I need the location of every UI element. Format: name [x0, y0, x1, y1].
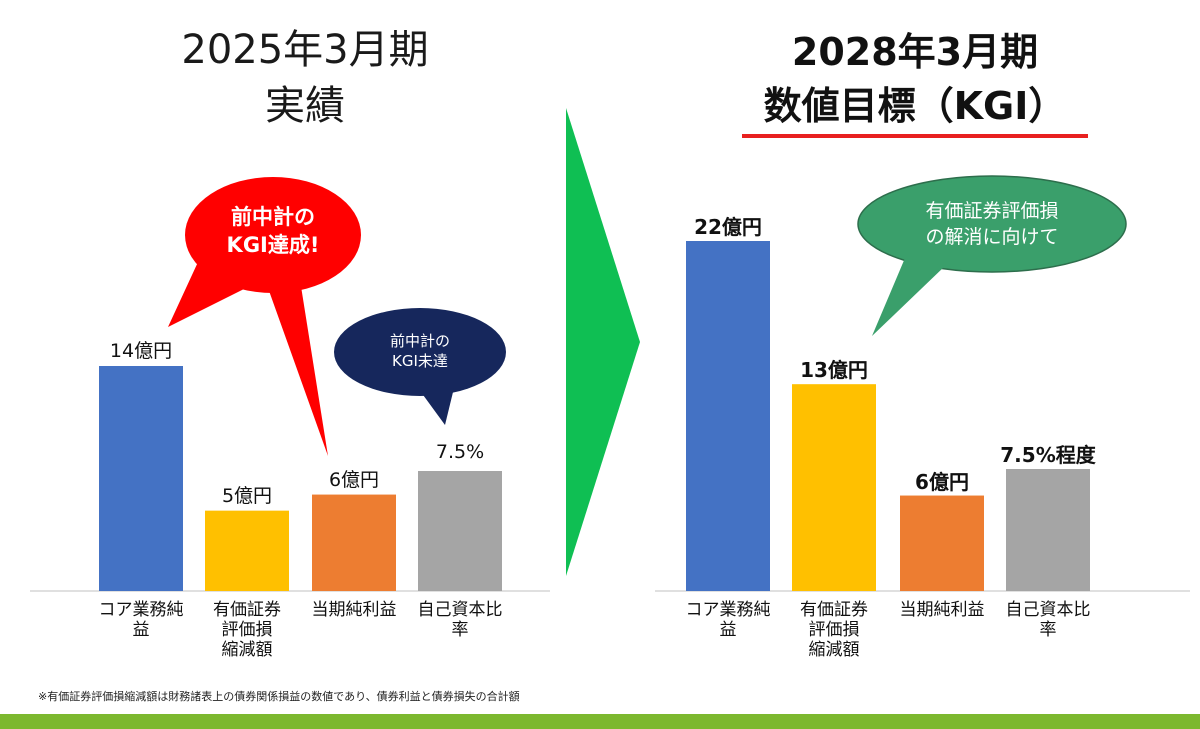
right-value-label-capital-ratio: 7.5%程度 [1000, 443, 1096, 467]
left-category-label-net-income: 当期純利益 [304, 600, 404, 620]
right-value-label-net-income: 6億円 [915, 469, 969, 494]
left-value-label-net-income: 6億円 [328, 468, 380, 491]
not-achieved-callout-line2: KGI未達 [392, 352, 448, 370]
right-bar-capital-ratio [1006, 469, 1090, 591]
right-category-line: 有価証券 [800, 600, 868, 620]
left-bar-net-income [312, 494, 396, 591]
left-category-label-core-profit: コア業務純益 [91, 600, 191, 640]
title-underline [742, 134, 1088, 138]
right-category-line: 評価損 [808, 620, 860, 640]
not-achieved-callout-bubble [334, 308, 506, 425]
right-title-year: 2028年3月期 [791, 30, 1039, 74]
right-bar-core-profit [686, 241, 770, 591]
achieved-callout-line1: 前中計の [231, 205, 315, 229]
right-category-label-net-income: 当期純利益 [892, 600, 992, 620]
right-category-line: コア業務純益 [685, 600, 771, 640]
left-category-line: コア業務純益 [98, 600, 184, 640]
not-achieved-callout-text: 前中計の KGI未達 [360, 331, 480, 371]
right-category-label-core-profit: コア業務純益 [678, 600, 778, 640]
right-category-line: 当期純利益 [899, 600, 985, 620]
right-category-label-securities-loss-reduction: 有価証券 評価損 縮減額 [784, 600, 884, 660]
left-bar-securities-loss-reduction [205, 510, 289, 591]
right-category-label-capital-ratio: 自己資本比率 [998, 600, 1098, 640]
left-category-line: 有価証券 [213, 600, 281, 620]
left-category-label-capital-ratio: 自己資本比率 [410, 600, 510, 640]
achieved-callout-bubble [168, 177, 361, 456]
right-value-label-core-profit: 22億円 [694, 215, 762, 239]
left-bar-core-profit [99, 366, 183, 591]
resolve-callout-bubble [857, 175, 1127, 336]
left-category-line: 当期純利益 [311, 600, 397, 620]
left-chart-bars [99, 366, 502, 591]
left-category-label-securities-loss-reduction: 有価証券 評価損 縮減額 [197, 600, 297, 660]
right-category-line: 自己資本比率 [1005, 600, 1091, 640]
resolve-callout-text: 有価証券評価損 の解消に向けて [880, 198, 1104, 250]
achieved-callout-line2: KGI達成! [226, 233, 320, 257]
resolve-callout-line1: 有価証券評価損 [925, 200, 1059, 222]
left-value-label-securities-loss-reduction: 5億円 [221, 484, 273, 507]
left-value-label-core-profit: 14億円 [109, 340, 173, 362]
right-value-label-securities-loss-reduction: 13億円 [800, 358, 868, 383]
right-chart-bars [686, 241, 1090, 591]
right-bar-net-income [900, 495, 984, 591]
transition-arrow-icon [566, 108, 640, 576]
left-value-label-capital-ratio: 7.5% [435, 441, 485, 463]
left-title-subtitle: 実績 [265, 83, 345, 129]
left-category-line: 評価損 [221, 620, 273, 640]
right-title-subtitle: 数値目標（KGI） [763, 84, 1067, 128]
right-bar-securities-loss-reduction [792, 384, 876, 591]
footnote: ※有価証券評価損縮減額は財務諸表上の債券関係損益の数値であり、債券利益と債券損失… [38, 690, 520, 703]
achieved-callout-text: 前中計の KGI達成! [193, 203, 353, 259]
bottom-band [0, 714, 1200, 729]
not-achieved-callout-line1: 前中計の [389, 332, 450, 350]
resolve-callout-line2: の解消に向けて [925, 226, 1059, 248]
left-bar-capital-ratio [418, 471, 502, 591]
left-title-year: 2025年3月期 [181, 27, 429, 73]
right-category-line: 縮減額 [808, 640, 860, 660]
left-category-line: 縮減額 [221, 640, 273, 660]
left-category-line: 自己資本比率 [417, 600, 503, 640]
